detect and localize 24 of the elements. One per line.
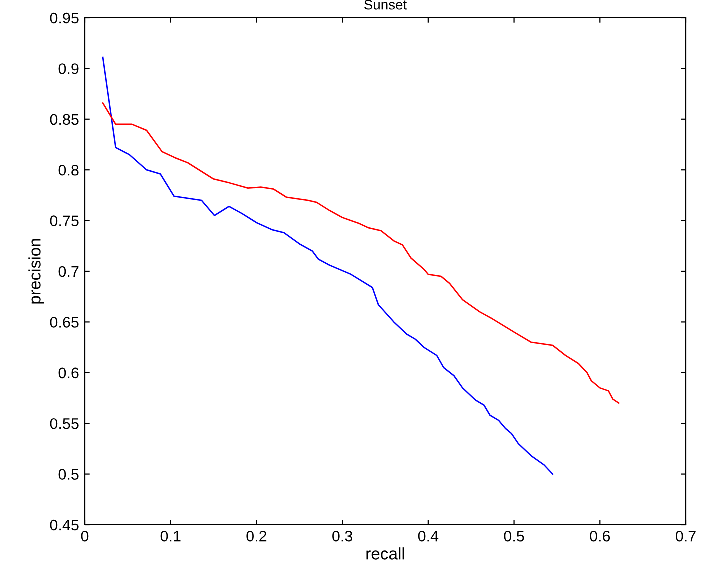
line-series xyxy=(102,102,620,404)
x-axis-title: recall xyxy=(366,548,404,560)
x-tick-label: 0.5 xyxy=(504,530,524,542)
y-axis-title: precision xyxy=(28,239,44,304)
y-tick-label: 0.6 xyxy=(58,368,79,379)
x-tick-label: 0.1 xyxy=(160,530,181,542)
y-tick-label: 0.95 xyxy=(50,12,79,24)
x-tick-label: 0.6 xyxy=(590,530,610,542)
x-tick-label: 0.3 xyxy=(332,530,353,542)
y-tick-label: 0.45 xyxy=(50,520,79,531)
x-tick-label: 0.2 xyxy=(246,530,267,542)
y-tick-label: 0.65 xyxy=(50,317,79,328)
line-series xyxy=(102,56,554,475)
y-tick-label: 0.9 xyxy=(58,64,79,74)
y-tick-label: 0.7 xyxy=(58,266,79,278)
x-tick-label: 0.7 xyxy=(676,530,696,542)
y-tick-label: 0.55 xyxy=(50,418,79,430)
y-tick-label: 0.75 xyxy=(50,216,79,226)
y-tick-label: 0.8 xyxy=(58,164,79,176)
chart-title: Sunset xyxy=(364,0,408,10)
y-tick-label: 0.85 xyxy=(50,114,79,126)
x-tick-label: 0.4 xyxy=(418,530,439,542)
x-tick-label: 0 xyxy=(81,530,89,542)
y-tick-label: 0.5 xyxy=(58,469,79,480)
